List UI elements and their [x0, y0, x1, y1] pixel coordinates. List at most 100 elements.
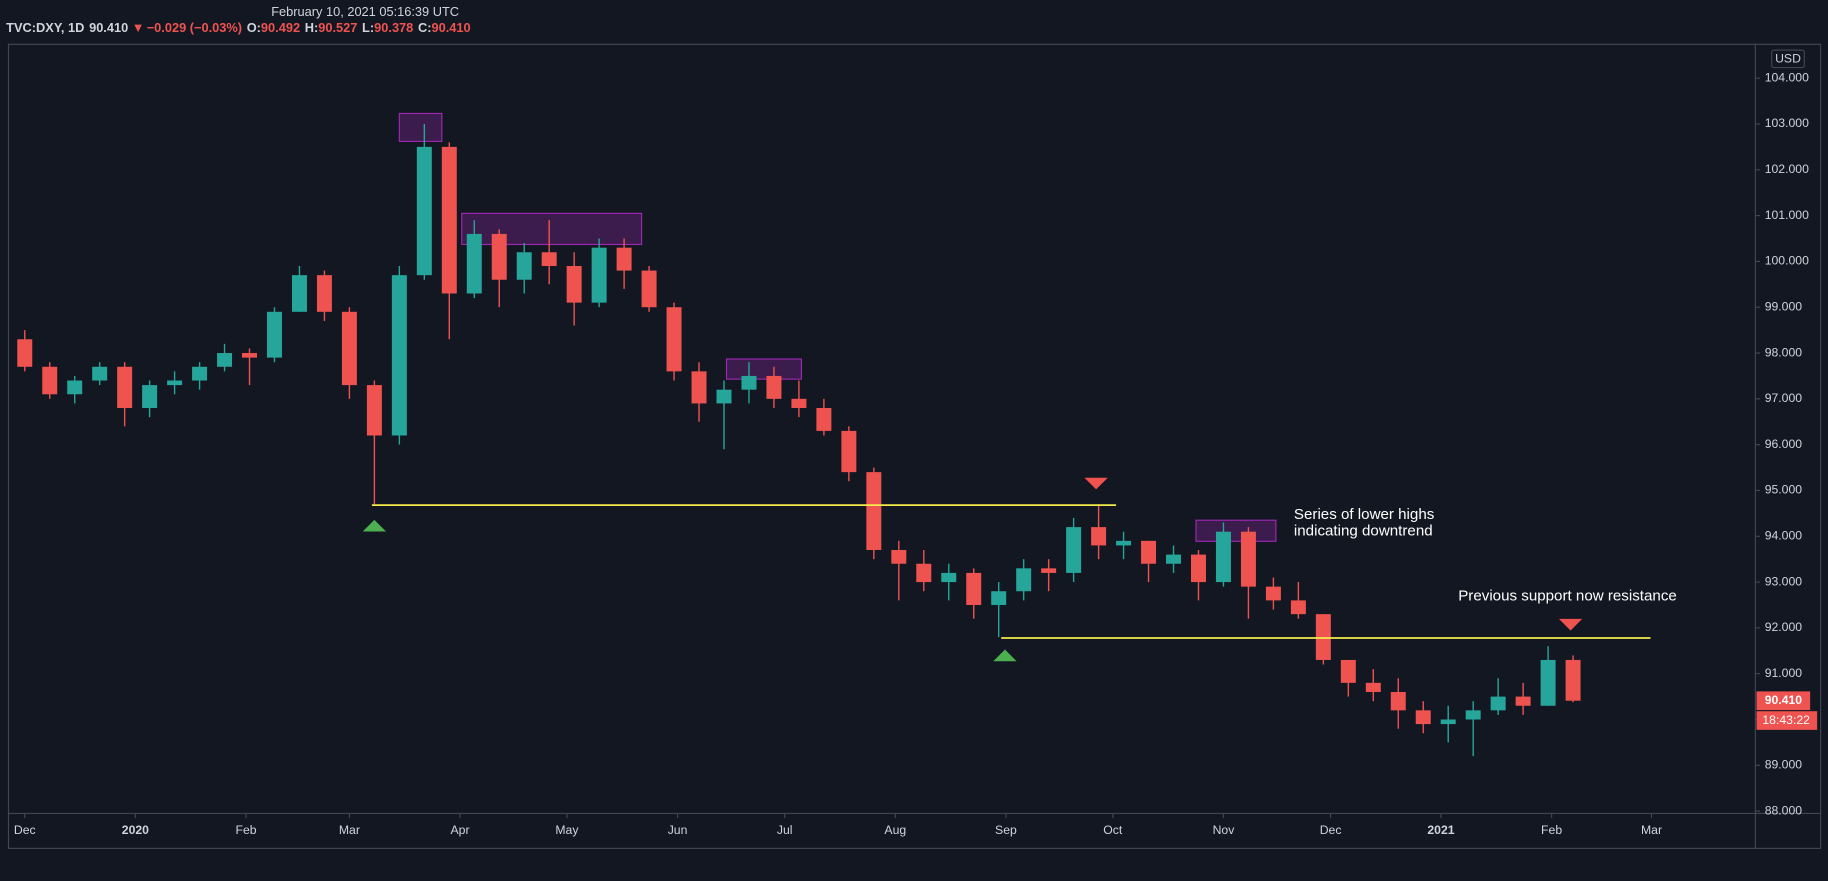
- x-tick-label: Aug: [884, 823, 906, 837]
- countdown: 18:43:22: [1762, 713, 1810, 727]
- candle-body: [217, 353, 233, 367]
- y-tick-label: 102.000: [1765, 162, 1809, 176]
- highlight-box: [1195, 519, 1277, 542]
- candle-body: [291, 275, 307, 312]
- candle-body: [1340, 659, 1356, 683]
- candle-body: [1415, 710, 1431, 725]
- y-tick-label: 88.000: [1765, 803, 1803, 817]
- candle-body: [316, 275, 332, 312]
- x-tick-label: Feb: [1541, 823, 1562, 837]
- candle-body: [1265, 586, 1281, 601]
- candle-body: [1315, 614, 1331, 660]
- annotation-text: Previous support now resistance: [1458, 588, 1677, 605]
- candle-body: [1365, 682, 1381, 693]
- x-tick-label: Mar: [339, 823, 360, 837]
- x-tick-label: Jun: [668, 823, 688, 837]
- field-value: 90.527: [318, 21, 357, 36]
- x-tick-label: Jul: [777, 823, 793, 837]
- y-tick-label: 99.000: [1765, 299, 1803, 313]
- x-tick-label: Feb: [235, 823, 256, 837]
- candle-body: [1390, 692, 1406, 711]
- annotation-text: indicating downtrend: [1294, 522, 1433, 539]
- field-key: C:: [418, 21, 432, 36]
- annotation-text: Series of lower highs: [1294, 506, 1435, 523]
- candle-body: [67, 380, 83, 395]
- highlight-box: [725, 358, 802, 380]
- candle-body: [791, 398, 807, 409]
- candle-body: [741, 375, 757, 390]
- candle-body: [641, 270, 657, 308]
- candle-body: [841, 430, 857, 473]
- candle-body: [1215, 531, 1231, 583]
- candle-body: [92, 366, 108, 381]
- field-key: L:: [362, 21, 374, 36]
- x-tick-label: 2021: [1427, 823, 1454, 837]
- y-tick-label: 93.000: [1765, 574, 1803, 588]
- candle-body: [1540, 659, 1556, 706]
- x-tick-label: Dec: [1320, 823, 1342, 837]
- field-value: 90.410: [431, 21, 470, 36]
- candle-body: [1240, 531, 1256, 587]
- countdown-badge: [1756, 711, 1818, 730]
- candle-body: [17, 339, 33, 367]
- candle-body: [1440, 719, 1456, 725]
- candle-body: [242, 353, 258, 358]
- currency: USD: [1775, 52, 1801, 66]
- candle-body: [1041, 568, 1057, 573]
- timestamp: February 10, 2021 05:16:39 UTC: [271, 4, 459, 19]
- y-tick-label: 98.000: [1765, 345, 1803, 359]
- field-key: H:: [305, 21, 319, 36]
- y-tick-label: 92.000: [1765, 620, 1803, 634]
- frame: [7, 43, 1822, 849]
- x-tick-label: Sep: [995, 823, 1017, 837]
- y-tick-label: 101.000: [1765, 208, 1809, 222]
- x-tick-label: Apr: [451, 823, 470, 837]
- candle-body: [167, 380, 183, 386]
- candle-body: [991, 591, 1007, 605]
- y-tick-label: 103.000: [1765, 116, 1809, 130]
- candle-body: [716, 389, 732, 404]
- field-key: O:: [247, 21, 261, 36]
- candle-body: [691, 371, 707, 404]
- x-tick-label: 2020: [122, 823, 149, 837]
- candle-body: [1290, 600, 1306, 615]
- field-value: 90.378: [374, 21, 413, 36]
- candle-body: [466, 233, 482, 294]
- down-arrow: ▼: [132, 21, 145, 36]
- marker: [1084, 477, 1108, 490]
- candle-body: [1490, 696, 1506, 711]
- candle-body: [966, 572, 982, 605]
- candle-body: [416, 146, 432, 276]
- marker: [1558, 618, 1583, 631]
- candle-body: [816, 408, 832, 431]
- y-tick-label: 104.000: [1765, 70, 1809, 84]
- candle-body: [366, 385, 382, 436]
- candle-body: [516, 252, 532, 280]
- highlight-box: [461, 212, 643, 246]
- y-tick-label: 96.000: [1765, 437, 1803, 451]
- candle-body: [916, 563, 932, 583]
- candle-body: [566, 265, 582, 303]
- y-tick-label: 95.000: [1765, 483, 1803, 497]
- candle-body: [891, 550, 907, 564]
- candle-body: [266, 311, 282, 358]
- candle-body: [616, 247, 632, 271]
- candle-body: [1565, 659, 1581, 701]
- candle-body: [866, 472, 882, 551]
- symbol: TVC:DXY, 1D: [6, 21, 84, 36]
- currency-box: [1771, 49, 1805, 69]
- x-tick-label: Mar: [1641, 823, 1662, 837]
- candle-body: [591, 247, 607, 303]
- y-tick-label: 94.000: [1765, 529, 1803, 543]
- last-price-badge: [1756, 691, 1811, 711]
- x-tick-label: May: [555, 823, 579, 837]
- candle-body: [341, 311, 357, 386]
- candle-body: [1166, 554, 1182, 564]
- marker: [362, 519, 387, 532]
- x-tick-label: Oct: [1103, 823, 1123, 837]
- marker: [993, 649, 1017, 662]
- candle-body: [1465, 710, 1481, 720]
